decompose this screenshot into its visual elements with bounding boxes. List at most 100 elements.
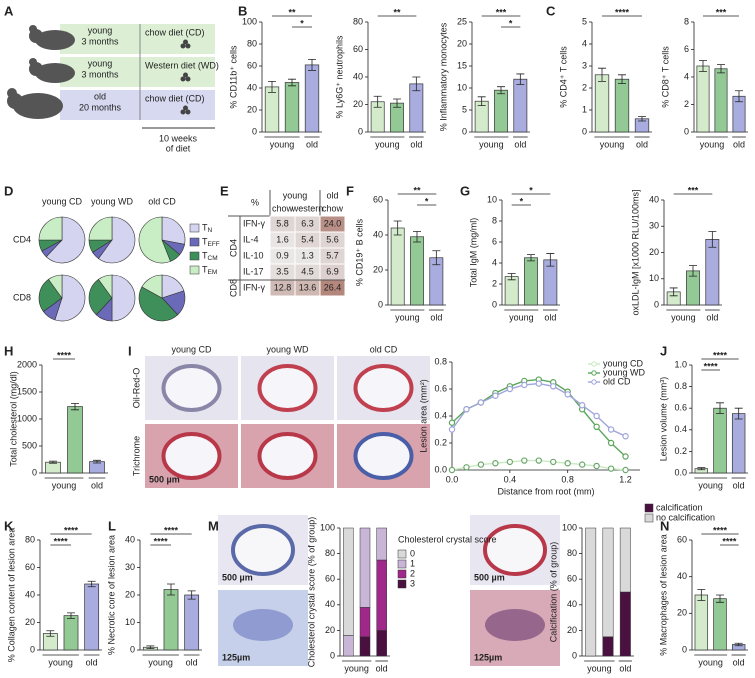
scale-bar-label: 500 µm [474,572,505,582]
table-cell-text: 3.5 [276,266,289,276]
y-tick-label: 40 [677,571,687,581]
bar-segment [343,635,354,657]
y-tick-label: 0 [684,126,689,136]
point [506,458,514,466]
x-tick-label: 0.4 [504,474,517,484]
group-label: old [306,139,318,149]
group-diet: chow diet (CD) [145,93,205,103]
panel-letter: L [108,518,116,533]
point [607,465,615,472]
legend-label: TEM [202,264,217,275]
y-tick-label: 100 [320,522,335,532]
table-cell-text: 1.3 [301,250,314,260]
bar-segment [376,527,387,561]
pie-slice [138,286,179,322]
legend-swatch [189,265,200,275]
point [593,462,600,470]
point [535,457,542,464]
panel-letter: K [4,518,14,533]
table-col-group: old [326,190,338,200]
legend-label: old CD [603,376,631,386]
panel-letter: E [220,183,229,198]
legend-label: TN [202,222,213,233]
bar [524,257,538,306]
lesion [483,524,547,576]
error-bar [669,287,678,297]
table-cell-text: 5.8 [276,218,289,228]
point [578,461,586,468]
table-cell-text: 26.4 [324,282,342,292]
error-bar [71,402,79,411]
bar [594,74,610,133]
table-cell-text: 1.6 [276,234,289,244]
panel-letter: I [128,343,132,358]
group-label: old [86,657,98,667]
legend-label: 1 [410,558,415,568]
legend-label: calcification [656,502,703,512]
legend-swatch [189,223,200,233]
bar-segment [376,559,387,631]
y-tick-label: 0 [654,299,659,309]
y-tick-label: 80 [25,534,35,544]
table-row-label: IFN-γ [243,282,265,292]
pie-slice [141,274,163,299]
bar [694,594,709,651]
y-axis-label: % CD4⁺ T cells [558,46,568,108]
lesion [257,364,318,412]
y-tick-label: 0 [572,650,577,660]
table-row-label: IL-10 [243,250,264,260]
legend-label: 0 [410,548,415,558]
error-bar [477,96,486,106]
y-tick-label: 10 [457,82,467,92]
schematic [7,24,215,129]
point [448,466,456,474]
error-bar [717,64,725,74]
table-cell-text: 6.3 [301,218,314,228]
error-bar [734,642,743,647]
panel-letter: F [346,183,354,198]
y-tick-label: 60 [247,60,257,70]
error-bar [507,273,516,281]
y-tick-label: 60 [25,562,35,572]
y-tick-label: 100 [562,522,577,532]
pie-slice [38,216,63,241]
bar [284,82,300,133]
error-bar [699,60,707,72]
pie-slice [45,216,86,264]
y-axis-label: % CD19⁺ B cells [354,218,364,286]
significance-label: **** [713,525,728,535]
panel-letter: M [208,518,219,533]
y-tick-label: 30 [649,221,659,231]
y-axis-label: Total IgM (mg/ml) [468,218,478,288]
image-column-label: young CD [171,344,212,354]
table-cell-text: 13.6 [299,282,317,292]
y-tick-label: 0.4 [434,410,447,420]
bar [390,227,405,306]
pie-column-label: young WD [91,196,134,206]
group-label: young [479,139,504,149]
group-age: young [88,58,113,68]
pie-slice [98,274,113,299]
legend-label: TEFF [202,236,220,247]
error-bar [697,467,706,471]
significance-label: **** [154,536,169,546]
error-bar [49,460,57,464]
bar [614,78,630,133]
y-axis-label: % Collagen content of lesion area [6,528,16,663]
y-tick-label: 20 [457,38,467,48]
y-tick-label: 0 [130,644,135,654]
series-line [451,382,626,437]
table-column: chow [272,203,294,213]
error-bar [527,254,535,262]
bar-segment [359,636,371,657]
error-bar [689,265,697,277]
y-tick-label: 0.6 [434,383,447,393]
x-tick-label: 0.8 [561,474,574,484]
y-tick-label: 15 [457,60,467,70]
lesion [161,364,222,412]
error-bar [268,81,276,93]
y-axis-label: % Ly6G⁺ neutrophils [334,35,344,118]
significance-label: **** [615,7,630,17]
bar [184,594,200,651]
pie-slice [88,216,113,241]
